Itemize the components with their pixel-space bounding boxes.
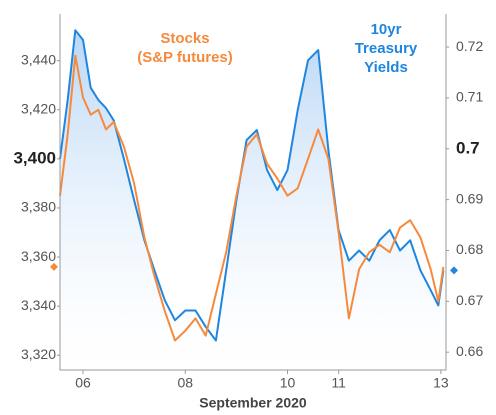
y-tick-label: 3,400 — [13, 148, 56, 167]
annotation: Yields — [364, 59, 408, 76]
x-tick-label: 11 — [331, 375, 346, 391]
annotation: (S&P futures) — [137, 49, 233, 66]
last-value-marker — [450, 266, 458, 275]
annotation: Treasury — [355, 40, 418, 57]
y-tick-label: 3,320 — [21, 346, 56, 362]
annotation: Stocks — [160, 30, 209, 47]
line — [59, 29, 445, 342]
y2-tick-label: 0.67 — [456, 292, 483, 308]
y-tick-label: 3,360 — [21, 248, 56, 264]
y2-tick-label: 0.72 — [456, 38, 483, 54]
y2-tick-label: 0.7 — [456, 138, 480, 157]
y2-tick-label: 0.71 — [456, 89, 483, 105]
x-tick-label: 08 — [177, 375, 193, 391]
annotation: 10yr — [371, 21, 402, 38]
last-value-marker — [50, 262, 58, 271]
axis-frame — [59, 14, 447, 371]
y-tick-label: 3,380 — [21, 199, 56, 215]
y-tick-label: 3,340 — [21, 297, 56, 313]
line — [59, 54, 445, 342]
y2-tick-label: 0.69 — [456, 190, 483, 206]
x-tick-label: 13 — [433, 375, 449, 391]
x-axis-label: September 2020 — [199, 395, 307, 411]
x-tick-label: 10 — [280, 375, 296, 391]
x-tick-label: 06 — [75, 375, 91, 391]
y-tick-label: 3,440 — [21, 51, 56, 67]
y-tick-label: 3,420 — [21, 100, 56, 116]
y2-tick-label: 0.66 — [456, 343, 483, 359]
y2-tick-label: 0.68 — [456, 241, 483, 257]
area — [60, 30, 444, 371]
